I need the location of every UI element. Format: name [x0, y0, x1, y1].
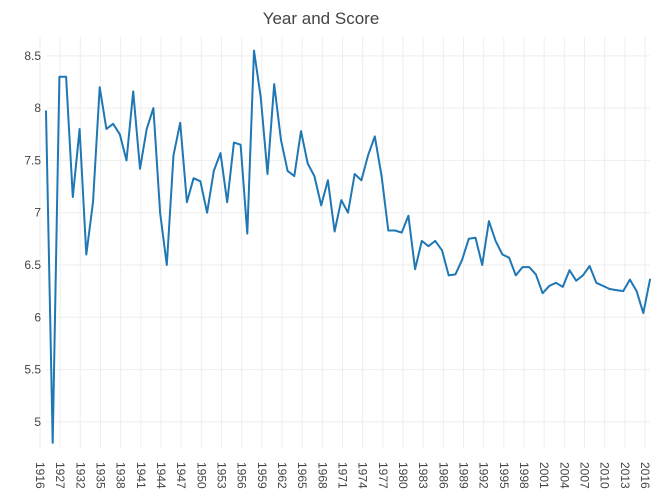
x-tick-label: 2001: [537, 462, 551, 489]
x-tick-label: 2013: [618, 462, 632, 489]
x-tick-label: 1986: [436, 462, 450, 489]
x-tick-label: 2004: [557, 462, 571, 489]
x-tick-label: 1935: [94, 462, 108, 489]
score-series-line: [45, 49, 651, 444]
y-tick-label: 6: [34, 310, 41, 324]
x-tick-label: 1956: [235, 462, 249, 489]
y-gridlines: [46, 55, 650, 423]
x-gridlines: [39, 37, 646, 448]
chart-title: Year and Score: [263, 9, 380, 28]
y-tick-label: 5: [34, 415, 41, 429]
y-tick-label: 8.5: [24, 49, 41, 63]
x-tick-label: 2010: [598, 462, 612, 489]
y-tick-label: 7: [34, 206, 41, 220]
x-tick-label: 1968: [315, 462, 329, 489]
y-tick-label: 6.5: [24, 258, 41, 272]
x-tick-label: 1959: [255, 462, 269, 489]
x-tick-label: 1927: [53, 462, 67, 489]
x-tick-label: 1941: [134, 462, 148, 489]
y-tick-label: 7.5: [24, 153, 41, 167]
x-tick-label: 1944: [154, 462, 168, 489]
x-tick-label: 2007: [578, 462, 592, 489]
x-tick-label: 2016: [638, 462, 652, 489]
x-tick-label: 1992: [477, 462, 491, 489]
x-tick-label: 1953: [215, 462, 229, 489]
x-tick-label: 1938: [114, 462, 128, 489]
y-axis-ticks: 5 5.5 6 6.5 7 7.5 8 8.5: [24, 49, 41, 429]
x-tick-label: 1916: [33, 462, 47, 489]
x-tick-label: 1971: [336, 462, 350, 489]
x-axis-ticks: 1916 1927 1932 1935 1938 1941 1944 1947 1950 1953…: [33, 462, 652, 489]
x-tick-label: 1974: [356, 462, 370, 489]
x-tick-label: 1998: [517, 462, 531, 489]
x-tick-label: 1977: [376, 462, 390, 489]
x-tick-label: 1950: [194, 462, 208, 489]
x-tick-label: 1965: [295, 462, 309, 489]
y-tick-label: 8: [34, 101, 41, 115]
x-tick-label: 1962: [275, 462, 289, 489]
x-tick-label: 1932: [73, 462, 87, 489]
x-tick-label: 1995: [497, 462, 511, 489]
y-tick-label: 5.5: [24, 363, 41, 377]
x-tick-label: 1983: [416, 462, 430, 489]
x-tick-label: 1980: [396, 462, 410, 489]
x-tick-label: 1989: [457, 462, 471, 489]
x-tick-label: 1947: [174, 462, 188, 489]
